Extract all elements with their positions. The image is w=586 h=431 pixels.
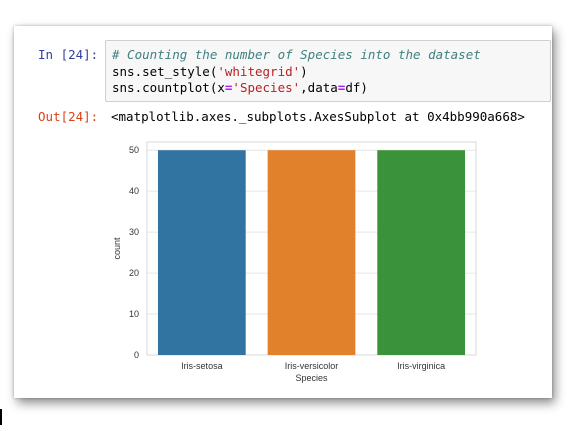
x-tick-label-iris-setosa: Iris-setosa	[181, 361, 223, 371]
output-prompt: Out[24]:	[38, 109, 99, 124]
code-line-3-post: df)	[345, 80, 368, 95]
code-line-3-eq2: =	[337, 80, 346, 95]
code-cell-input[interactable]: # Counting the number of Species into th…	[105, 40, 551, 102]
x-axis-label: Species	[295, 373, 328, 383]
code-editor[interactable]: # Counting the number of Species into th…	[112, 47, 481, 97]
code-line-3-mid: ,data	[300, 80, 338, 95]
y-tick-label-30: 30	[129, 227, 139, 237]
countplot-chart: Iris-setosa Iris-versicolor Iris-virginica…	[112, 141, 477, 383]
code-line-2-string: 'whitegrid'	[217, 63, 301, 79]
y-tick-label-40: 40	[129, 186, 139, 196]
code-line-2-pre: sns.set_style(	[112, 63, 218, 79]
bar-iris-versicolor	[267, 150, 356, 355]
code-comment: # Counting the number of Species into th…	[112, 47, 481, 62]
code-line-3-pre: sns.countplot(x	[112, 80, 225, 95]
y-tick-label-20: 20	[129, 268, 139, 278]
y-axis-label: count	[112, 237, 122, 260]
page-edge-mark	[0, 409, 2, 425]
y-tick-label-50: 50	[129, 145, 139, 155]
bar-iris-setosa	[157, 150, 246, 355]
y-tick-label-0: 0	[134, 350, 139, 360]
notebook-cell: In [24]: # Counting the number of Specie…	[14, 26, 552, 398]
y-tick-label-10: 10	[129, 309, 139, 319]
bar-iris-virginica	[377, 150, 466, 355]
x-tick-label-iris-virginica: Iris-virginica	[397, 361, 445, 371]
code-line-3-string: 'Species'	[232, 80, 301, 95]
x-tick-label-iris-versicolor: Iris-versicolor	[285, 361, 339, 371]
code-line-2-post: )	[300, 63, 308, 79]
code-line-3-eq1: =	[224, 80, 233, 95]
input-prompt: In [24]:	[38, 47, 99, 62]
output-repr-text: <matplotlib.axes._subplots.AxesSubplot a…	[111, 109, 525, 124]
